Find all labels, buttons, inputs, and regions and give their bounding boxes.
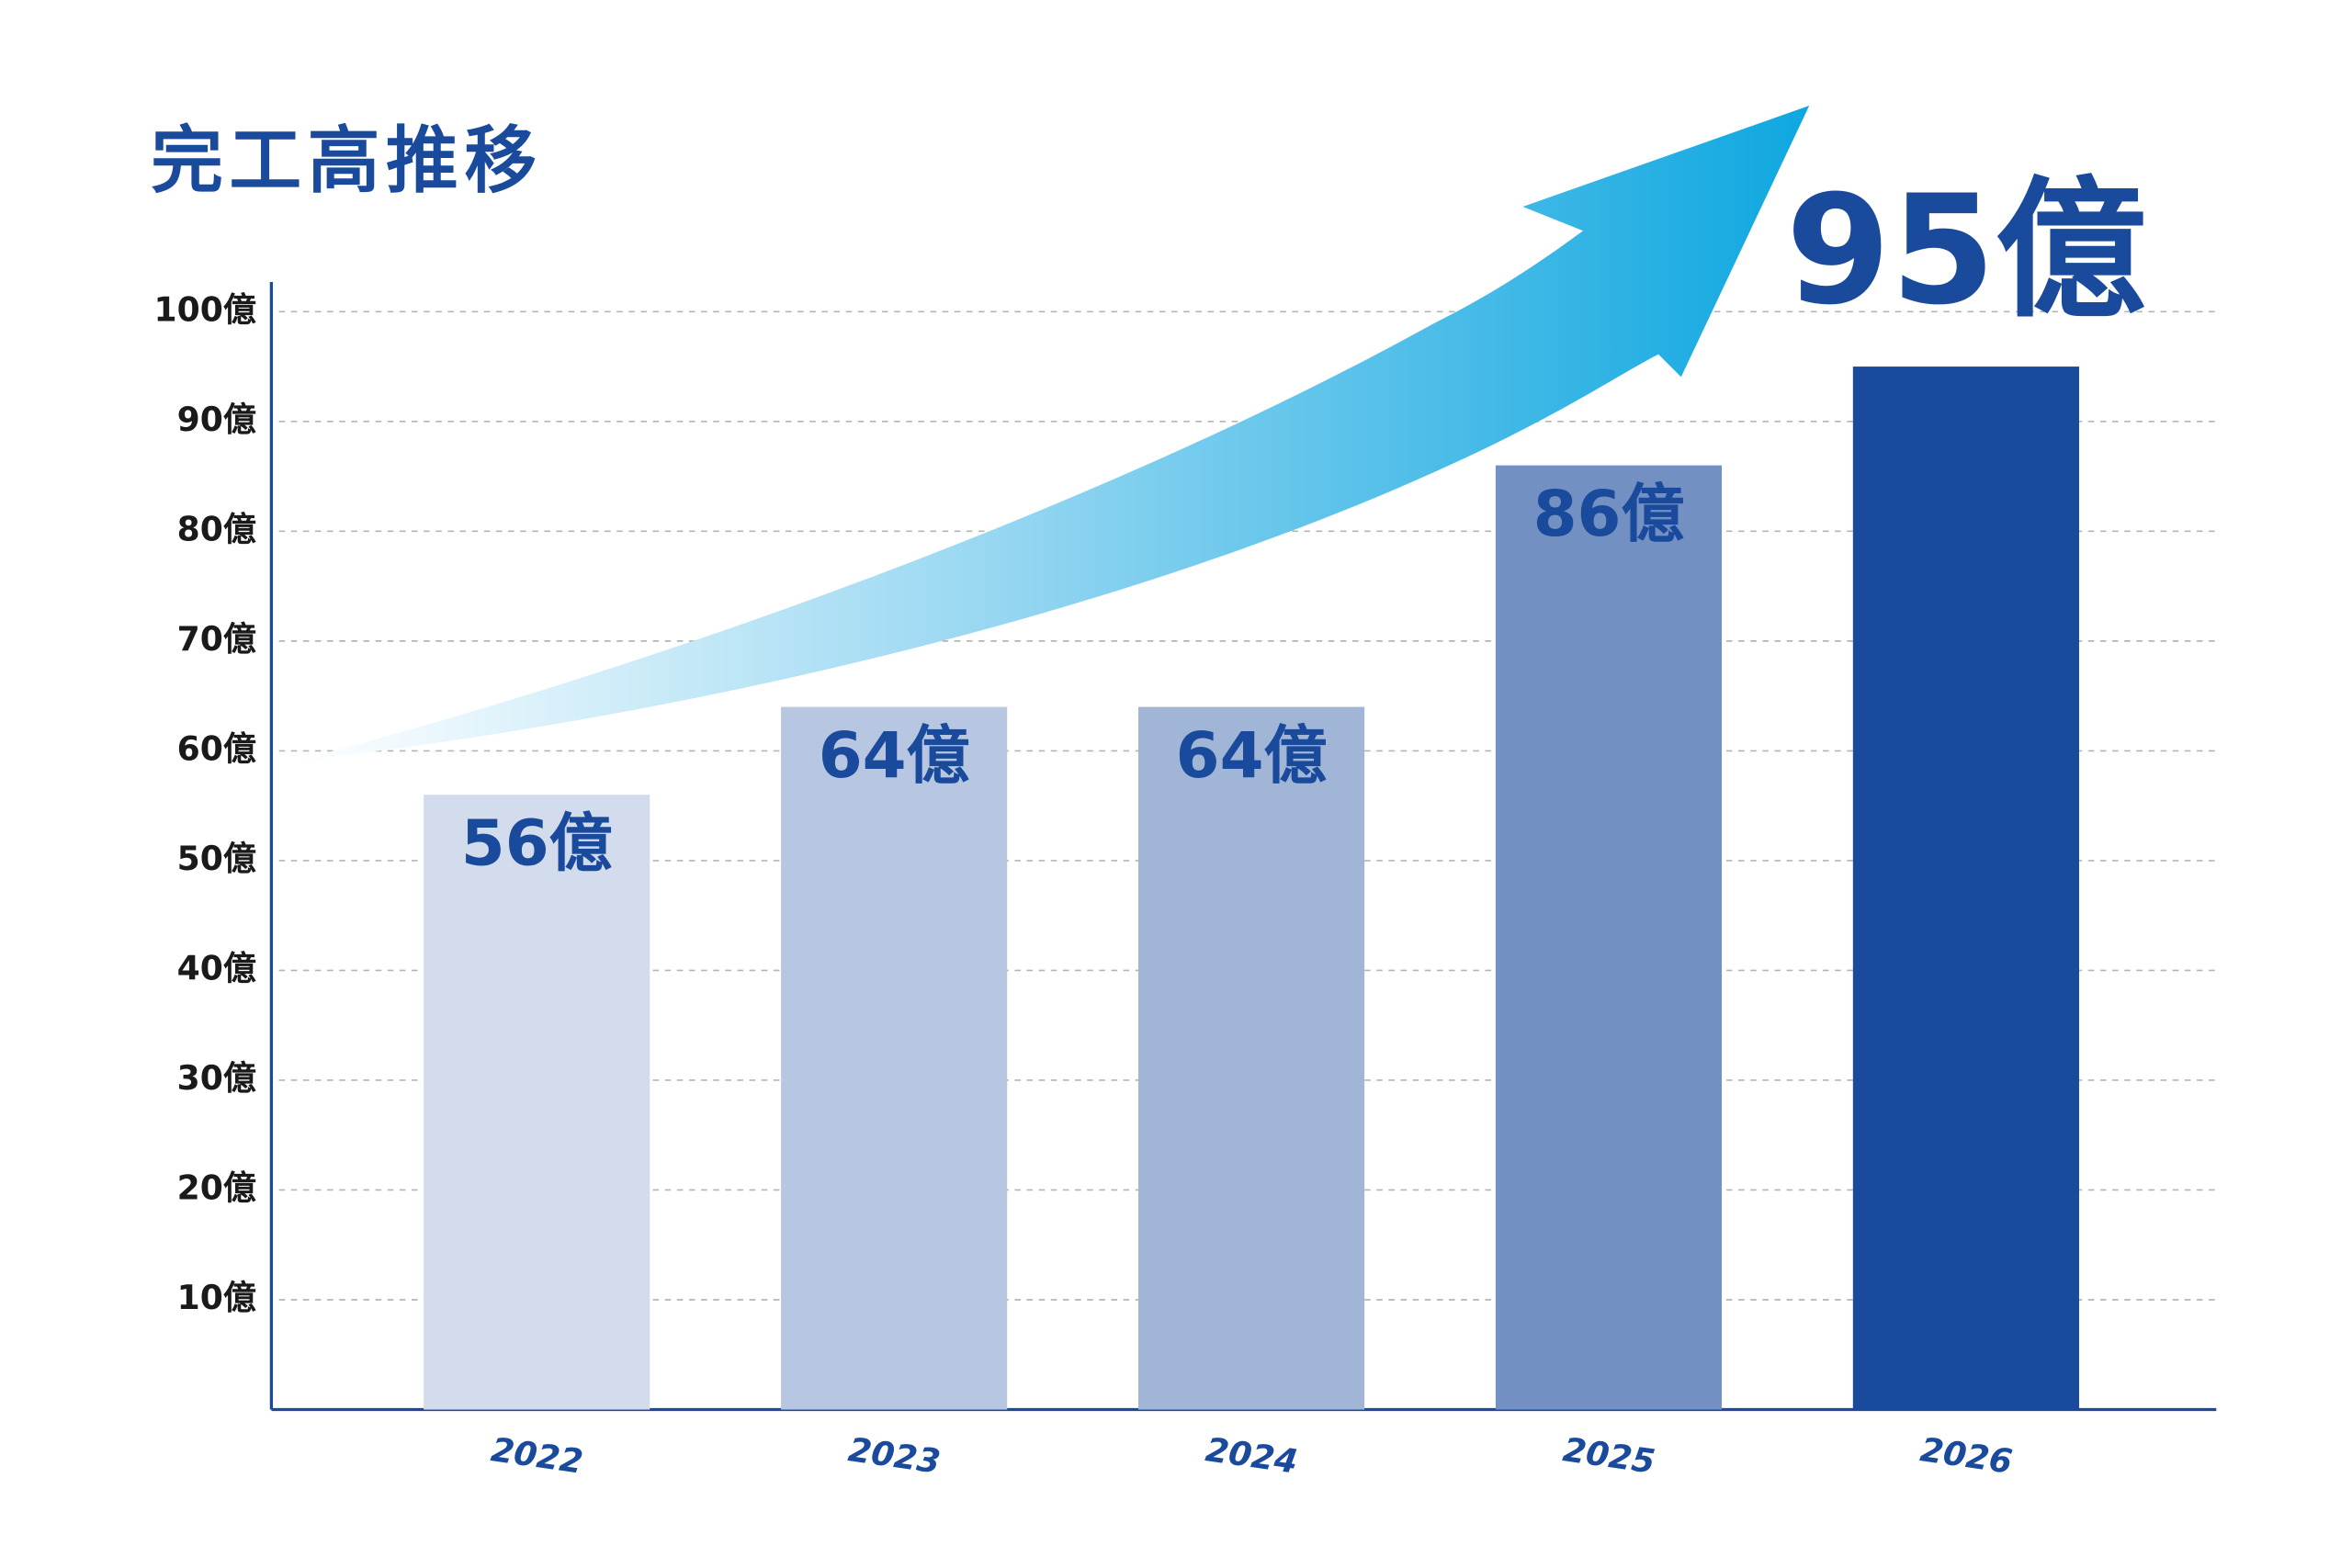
x-tick-label: 2024 <box>1204 1429 1300 1482</box>
bar <box>1495 465 1723 1410</box>
bar <box>781 706 1008 1410</box>
y-tick-label: 10億 <box>177 1278 256 1317</box>
y-tick-label: 30億 <box>177 1058 256 1098</box>
value-label: 64億 <box>1176 719 1328 793</box>
x-tick-label: 2026 <box>1918 1429 2015 1482</box>
y-tick-label: 40億 <box>177 948 256 987</box>
y-tick-label: 20億 <box>177 1168 256 1207</box>
growth-arrow <box>294 106 1810 761</box>
value-label: 56億 <box>461 807 613 881</box>
value-label: 64億 <box>819 719 970 793</box>
bar <box>424 795 650 1410</box>
value-label: 86億 <box>1533 478 1685 551</box>
y-tick-label: 90億 <box>177 400 256 439</box>
bar <box>1852 367 2079 1410</box>
y-tick-label: 70億 <box>177 619 256 659</box>
value-label: 95億 <box>1786 163 2146 338</box>
y-tick-label: 60億 <box>177 728 256 768</box>
y-tick-label: 100億 <box>154 289 256 329</box>
x-tick-label: 2022 <box>489 1429 585 1482</box>
x-tick-label: 2023 <box>846 1429 943 1482</box>
y-tick-label: 50億 <box>177 839 256 878</box>
chart-title: 完工高推移 <box>151 118 543 203</box>
x-tick-label: 2025 <box>1561 1429 1657 1482</box>
y-tick-label: 80億 <box>177 509 256 548</box>
bar <box>1137 706 1365 1410</box>
